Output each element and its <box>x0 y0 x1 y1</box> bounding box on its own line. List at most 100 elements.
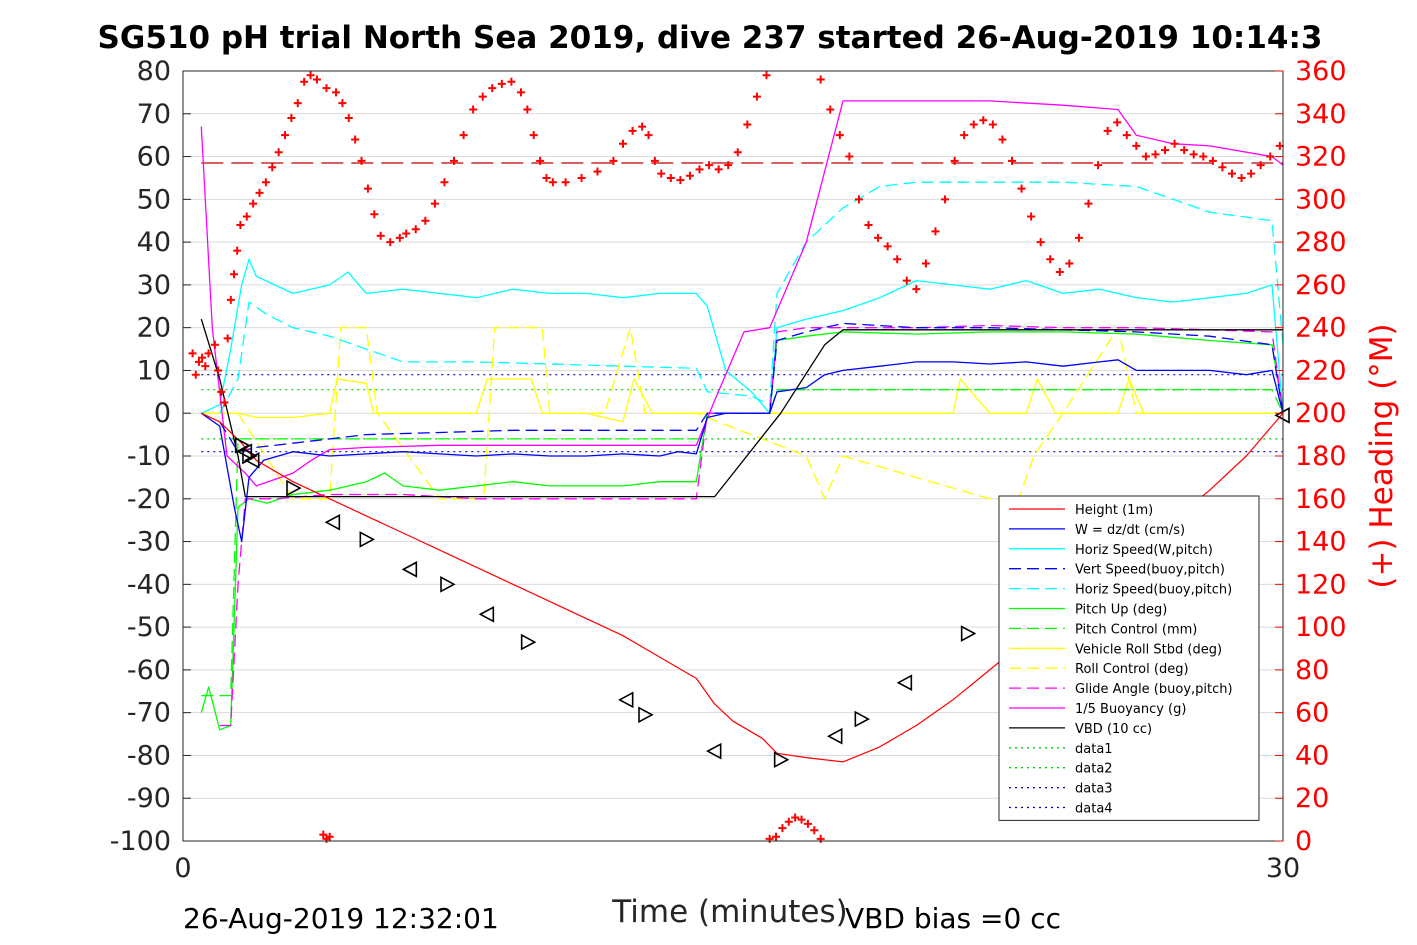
heading-point <box>344 114 353 123</box>
height-marker <box>854 710 871 728</box>
heading-point <box>784 817 793 826</box>
heading-point <box>488 84 497 93</box>
heading-point <box>376 231 385 240</box>
heading-point <box>695 165 704 174</box>
right-tick-label: 280 <box>1295 227 1347 258</box>
heading-point <box>319 830 328 839</box>
heading-point <box>883 242 892 251</box>
heading-point <box>1084 199 1093 208</box>
heading-point <box>893 255 902 264</box>
right-tick-label: 180 <box>1295 441 1347 472</box>
right-axis-label: (+) Heading (°M) <box>1364 323 1400 588</box>
left-tick-label: 50 <box>137 184 171 215</box>
legend-label: Vehicle Roll Stbd (deg) <box>1075 642 1222 657</box>
legend-label: Height (1m) <box>1075 503 1153 518</box>
heading-point <box>411 225 420 234</box>
legend-label: 1/5 Buoyancy (g) <box>1075 702 1186 717</box>
heading-point <box>281 131 290 140</box>
heading-point <box>921 259 930 268</box>
heading-point <box>230 270 239 279</box>
heading-point <box>1065 259 1074 268</box>
left-tick-label: -50 <box>127 612 171 643</box>
heading-point <box>854 195 863 204</box>
heading-point <box>657 169 666 178</box>
right-tick-label: 220 <box>1295 355 1347 386</box>
x-axis-label: Time (minutes) <box>611 894 847 930</box>
heading-point <box>430 199 439 208</box>
heading-point <box>548 178 557 187</box>
heading-point <box>638 122 647 131</box>
heading-point <box>223 334 232 343</box>
series-horiz-speed <box>201 258 1284 414</box>
heading-point <box>1189 150 1198 159</box>
heading-point <box>210 340 219 349</box>
right-tick-label: 260 <box>1295 270 1347 301</box>
heading-point <box>609 156 618 165</box>
x-axis-ticks: 0 30 <box>174 833 1300 884</box>
legend-label: Horiz Speed(W,pitch) <box>1075 543 1213 558</box>
heading-point <box>220 398 229 407</box>
heading-point <box>1208 156 1217 165</box>
heading-point <box>619 139 627 148</box>
footer-timestamp: 26-Aug-2019 12:32:01 <box>183 902 499 935</box>
heading-point <box>306 71 315 80</box>
series-buoyancy <box>200 100 1284 487</box>
heading-point <box>459 131 468 140</box>
heading-point <box>941 195 950 204</box>
right-tick-label: 320 <box>1295 142 1347 173</box>
heading-point <box>357 156 366 165</box>
heading-point <box>816 834 825 843</box>
height-marker <box>286 479 302 497</box>
legend-label: VBD (10 cc) <box>1075 722 1152 737</box>
heading-point <box>1027 212 1036 221</box>
height-marker <box>638 706 654 724</box>
heading-point <box>988 120 997 129</box>
left-tick-label: -70 <box>127 698 171 729</box>
legend-label: data4 <box>1075 802 1113 817</box>
right-tick-label: 80 <box>1295 655 1329 686</box>
heading-point <box>743 120 752 129</box>
heading-point <box>478 92 487 101</box>
heading-point <box>1094 161 1103 170</box>
left-tick-label: -20 <box>127 484 171 515</box>
right-tick-label: 0 <box>1295 826 1312 857</box>
right-tick-label: 40 <box>1295 740 1329 771</box>
height-marker <box>440 575 456 593</box>
heading-point <box>198 353 207 362</box>
height-marker <box>520 633 537 651</box>
heading-point <box>440 178 449 187</box>
legend-label: W = dz/dt (cm/s) <box>1075 523 1185 538</box>
height-marker <box>896 674 913 692</box>
heading-point <box>1074 233 1083 242</box>
heading-point <box>1218 163 1227 172</box>
heading-point <box>214 366 223 375</box>
legend-label: Roll Control (deg) <box>1075 662 1189 677</box>
heading-point <box>1256 161 1265 170</box>
heading-point <box>1199 152 1208 161</box>
heading-point <box>714 165 723 174</box>
heading-point <box>523 105 532 114</box>
height-marker <box>243 451 260 469</box>
height-marker <box>826 727 843 745</box>
heading-point <box>765 834 774 843</box>
legend-label: Glide Angle (buoy,pitch) <box>1075 682 1233 697</box>
heading-point <box>236 221 245 229</box>
heading-point <box>778 824 787 833</box>
heading-point <box>322 84 331 93</box>
height-marker <box>359 531 376 548</box>
heading-point <box>733 148 742 157</box>
heading-point <box>577 173 586 182</box>
heading-point <box>816 75 825 84</box>
heading-point <box>969 120 978 129</box>
left-tick-label: 40 <box>137 227 171 258</box>
height-marker <box>478 605 495 623</box>
heading-point <box>797 815 806 824</box>
heading-point <box>1141 152 1150 161</box>
footer-vbd-bias: VBD bias =0 cc <box>845 902 1061 935</box>
heading-point <box>1247 169 1256 178</box>
heading-point <box>536 156 545 165</box>
heading-point <box>1036 238 1045 247</box>
heading-point <box>705 161 714 170</box>
heading-point <box>450 156 459 165</box>
